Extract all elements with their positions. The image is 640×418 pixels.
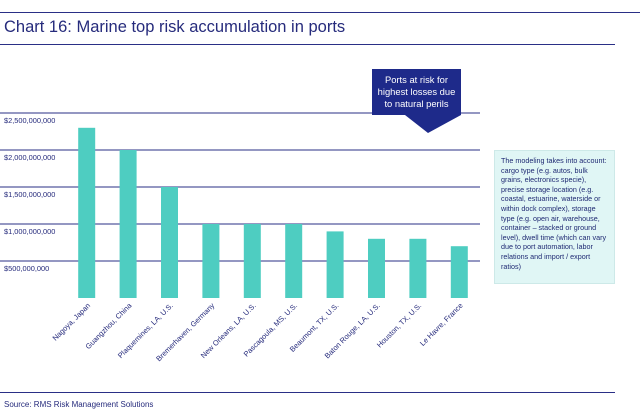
x-tick-label: Nagoya, Japan xyxy=(51,301,93,343)
top-rule xyxy=(0,12,640,13)
y-tick-label: $500,000,000 xyxy=(4,264,49,273)
callout-line: highest losses due xyxy=(377,86,456,97)
chart-title: Chart 16: Marine top risk accumulation i… xyxy=(4,18,346,36)
callout-line: Ports at risk for xyxy=(384,74,449,85)
callout-shape xyxy=(372,69,461,133)
bar xyxy=(326,231,344,298)
x-tick-label: Houston, TX, U.S. xyxy=(375,301,423,349)
bar xyxy=(119,150,137,298)
x-tick-label: Le Havre, France xyxy=(418,301,465,348)
bar xyxy=(450,246,468,298)
source-text: Source: RMS Risk Management Solutions xyxy=(4,400,154,409)
y-tick-label: $1,500,000,000 xyxy=(4,190,55,199)
bar xyxy=(202,224,220,298)
bar xyxy=(161,187,178,298)
note-text: The modeling takes into account: cargo t… xyxy=(501,156,607,271)
callout-box: Ports at risk for highest losses due to … xyxy=(372,69,461,133)
note-box: The modeling takes into account: cargo t… xyxy=(494,150,615,284)
bar xyxy=(368,238,385,298)
y-tick-label: $2,500,000,000 xyxy=(4,116,55,125)
bar xyxy=(409,238,427,298)
callout-line: to natural perils xyxy=(384,98,449,109)
y-tick-label: $2,000,000,000 xyxy=(4,153,55,162)
bar xyxy=(78,127,96,298)
bar xyxy=(243,224,261,298)
bottom-rule xyxy=(0,392,615,393)
y-tick-label: $1,000,000,000 xyxy=(4,227,55,236)
bar xyxy=(285,224,303,298)
callout-text: Ports at risk for highest losses due to … xyxy=(372,74,461,110)
title-underline xyxy=(0,44,615,45)
